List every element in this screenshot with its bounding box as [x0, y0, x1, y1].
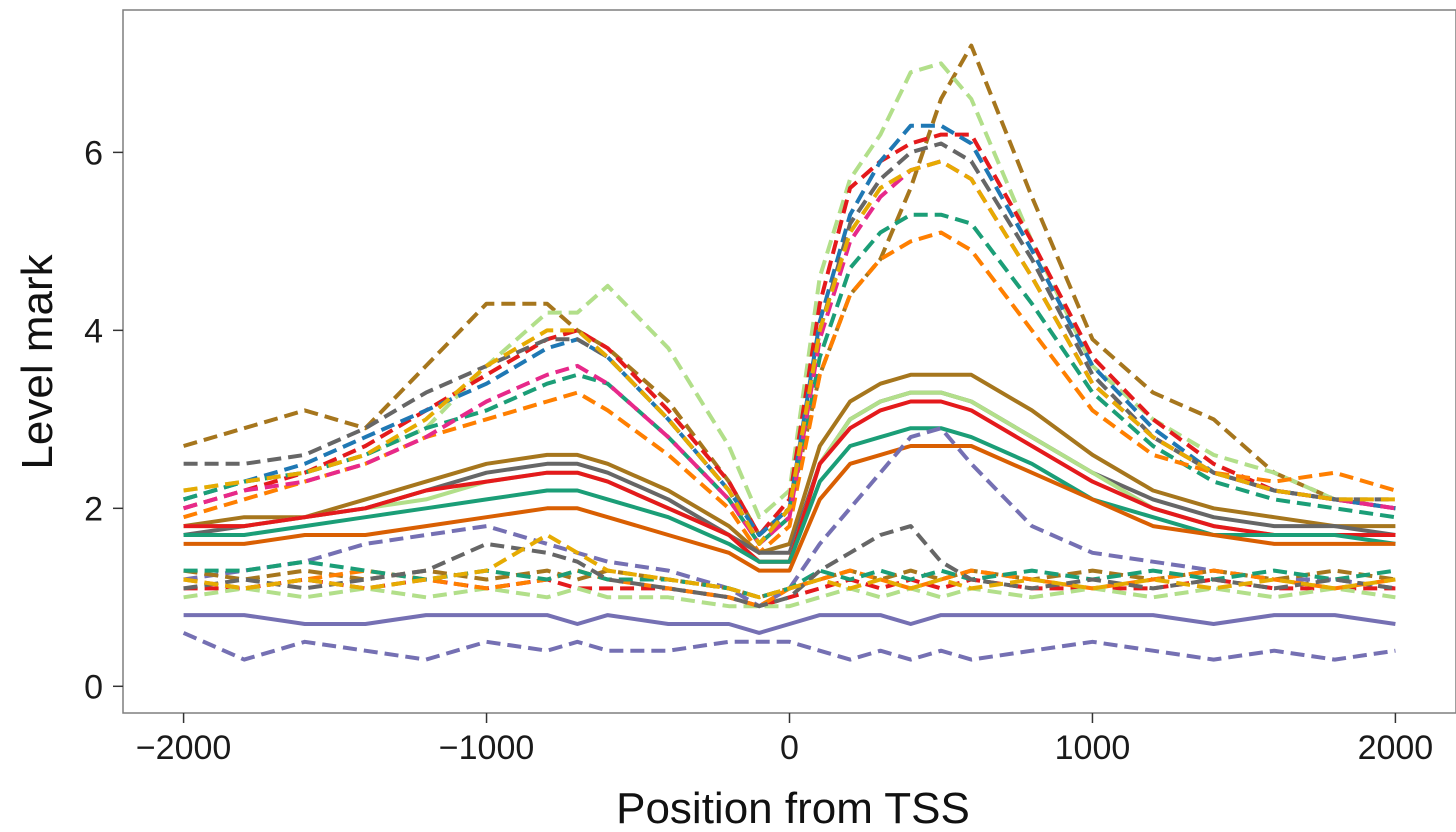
- series-line-13: [183, 399, 1396, 564]
- series-line-25: [182, 631, 1396, 662]
- series-line-5: [183, 141, 1396, 546]
- y-axis: 0 2 4 6: [84, 134, 123, 706]
- x-axis-title: Position from TSS: [616, 784, 970, 832]
- y-axis-title: Level mark: [13, 253, 62, 469]
- series-line-3: [183, 132, 1396, 537]
- x-axis: −2000 −1000 0 1000 2000: [136, 713, 1433, 767]
- series-line-19: [183, 586, 1396, 609]
- series-line-14: [183, 426, 1396, 564]
- series-line-10: [183, 372, 1396, 555]
- series-line-20: [183, 568, 1396, 609]
- series-line-16: [183, 426, 1396, 609]
- x-tick-label: −2000: [136, 729, 232, 767]
- x-tick-label: 0: [780, 729, 799, 767]
- y-tick-label: 0: [84, 668, 103, 706]
- series-line-4: [183, 123, 1396, 537]
- y-tick-label: 4: [84, 312, 103, 350]
- series-line-22: [183, 524, 1396, 609]
- series-line-7: [183, 230, 1396, 555]
- series-line-15: [183, 444, 1396, 573]
- x-tick-label: 1000: [1055, 729, 1131, 767]
- series-layer: [182, 43, 1396, 662]
- y-tick-label: 6: [84, 134, 103, 172]
- series-line-23: [183, 533, 1396, 600]
- series-line-24: [183, 613, 1396, 635]
- y-tick-label: 2: [84, 490, 103, 528]
- x-tick-label: 2000: [1358, 729, 1434, 767]
- x-tick-label: −1000: [439, 729, 535, 767]
